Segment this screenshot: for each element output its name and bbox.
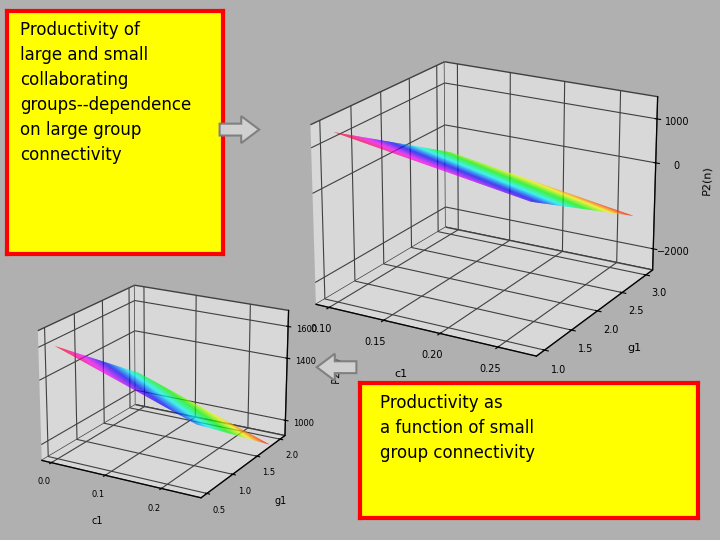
- X-axis label: c1: c1: [394, 369, 408, 379]
- Y-axis label: g1: g1: [274, 496, 287, 506]
- X-axis label: c1: c1: [92, 516, 104, 526]
- Text: Productivity as
a function of small
group connectivity: Productivity as a function of small grou…: [380, 394, 535, 462]
- Text: Productivity of
large and small
collaborating
groups--dependence
on large group
: Productivity of large and small collabor…: [20, 21, 192, 164]
- Y-axis label: g1: g1: [627, 343, 642, 353]
